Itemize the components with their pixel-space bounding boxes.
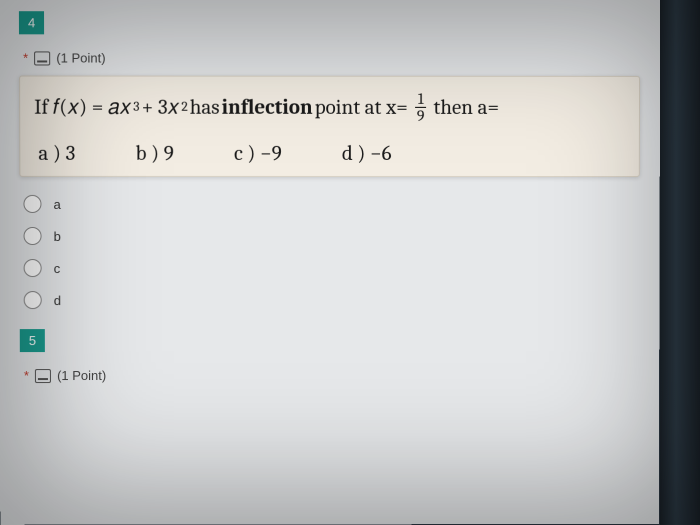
option-label: c: [54, 261, 61, 276]
option-label: a: [54, 196, 61, 211]
question-content-box: If 𝑓(𝑥) = 𝑎𝑥3 + 3𝑥2 has inflection point…: [19, 76, 640, 177]
points-label: (1 Point): [57, 368, 106, 383]
quiz-page: 4 * (1 Point) If 𝑓(𝑥) = 𝑎𝑥3 + 3𝑥2 has in…: [0, 0, 660, 525]
screen-right-edge: [660, 0, 700, 525]
frac-den: 9: [414, 108, 428, 124]
exp1: 3: [133, 100, 139, 115]
radio-options-group: a b c d: [23, 195, 639, 309]
fraction: 1 9: [414, 91, 428, 124]
points-label: (1 Point): [56, 50, 105, 65]
stem-bold: inflection: [222, 95, 313, 119]
required-asterisk: *: [23, 50, 28, 65]
stem-mid1: + 3𝑥: [142, 95, 180, 119]
option-label: d: [54, 293, 61, 308]
stem-post: point at x=: [315, 95, 408, 119]
stem-pre: If 𝑓(𝑥) = 𝑎𝑥: [34, 95, 131, 119]
immersive-reader-icon[interactable]: [34, 51, 50, 65]
option-label: b: [54, 228, 61, 243]
radio-icon[interactable]: [23, 195, 41, 213]
choice-d-text: d ) −6: [342, 142, 392, 166]
radio-icon[interactable]: [24, 227, 42, 245]
stem-mid2: has: [190, 95, 220, 119]
choice-b-text: b ) 9: [135, 142, 173, 166]
choice-c-text: c ) −9: [234, 142, 282, 166]
question-number-badge-5: 5: [20, 329, 45, 352]
option-c[interactable]: c: [24, 259, 640, 277]
answer-choices-row: a ) 3 b ) 9 c ) −9 d ) −6: [34, 142, 625, 166]
radio-icon[interactable]: [24, 259, 42, 277]
immersive-reader-icon[interactable]: [35, 369, 51, 383]
stem-end: then a=: [434, 95, 500, 119]
question-header-5: * (1 Point): [24, 368, 639, 383]
option-b[interactable]: b: [24, 227, 640, 245]
choice-a-text: a ) 3: [38, 142, 75, 166]
radio-icon[interactable]: [24, 291, 42, 309]
option-a[interactable]: a: [23, 195, 639, 213]
required-asterisk: *: [24, 368, 29, 383]
exp2: 2: [181, 100, 187, 115]
question-stem: If 𝑓(𝑥) = 𝑎𝑥3 + 3𝑥2 has inflection point…: [34, 91, 625, 124]
option-d[interactable]: d: [24, 291, 640, 309]
frac-num: 1: [415, 91, 427, 108]
question-number-badge-4: 4: [19, 11, 44, 34]
question-header-4: * (1 Point): [23, 50, 640, 66]
